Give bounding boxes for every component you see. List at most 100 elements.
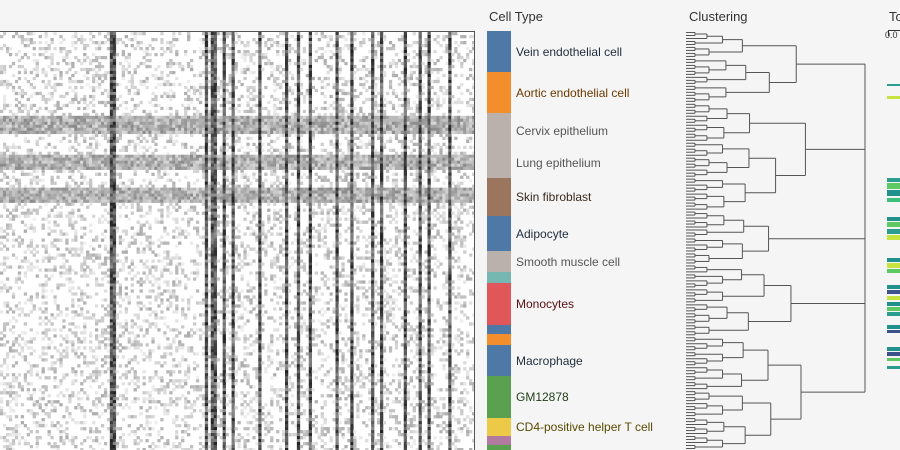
heatmap-cell (222, 112, 226, 117)
heatmap-cell (207, 157, 212, 161)
heatmap-cell (463, 157, 467, 161)
heatmap-cell (112, 127, 117, 132)
heatmap-cell (97, 166, 102, 170)
heatmap-cell (86, 76, 90, 81)
heatmap-cell (124, 160, 128, 164)
heatmap-cell (302, 124, 307, 129)
heatmap-cell (237, 127, 241, 132)
heatmap-cell (457, 130, 461, 135)
heatmap-cell (47, 79, 51, 84)
heatmap-cell (427, 193, 431, 197)
heatmap-cell (279, 151, 283, 155)
heatmap-cell (427, 175, 431, 179)
heatmap-cell (210, 139, 215, 144)
heatmap-cell (252, 160, 256, 164)
heatmap-cell (439, 127, 443, 132)
heatmap-cell (430, 127, 434, 132)
heatmap-cell (95, 79, 99, 84)
heatmap-cell (154, 73, 158, 78)
heatmap-cell (424, 52, 428, 57)
heatmap-cell (95, 58, 99, 63)
heatmap-cell (282, 160, 286, 164)
heatmap-cell (222, 67, 226, 72)
heatmap-cell (11, 199, 16, 203)
heatmap-cell (204, 49, 209, 54)
heatmap-cell (296, 124, 301, 129)
heatmap-cell (130, 37, 134, 42)
heatmap-cell (23, 196, 28, 200)
heatmap-cell (273, 115, 277, 120)
heatmap-cell (368, 142, 372, 147)
heatmap-cell (71, 196, 75, 200)
heatmap-cell (17, 127, 22, 132)
heatmap-cell (368, 112, 372, 117)
heatmap-cell (264, 85, 268, 90)
heatmap-cell (53, 127, 57, 132)
heatmap-cell (139, 193, 143, 197)
heatmap-cell (341, 88, 345, 93)
heatmap-cell (255, 49, 259, 54)
heatmap-cell (68, 76, 72, 81)
heatmap-cell (97, 127, 102, 132)
heatmap-cell (142, 154, 146, 158)
heatmap-cell (210, 85, 215, 90)
heatmap-cell (249, 160, 253, 164)
heatmap-cell (0, 169, 4, 173)
heatmap-cell (299, 157, 304, 161)
heatmap-cell (17, 124, 22, 129)
heatmap-cell (427, 190, 431, 194)
heatmap-cell (8, 184, 13, 188)
heatmap-cell (356, 154, 360, 158)
heatmap-cell (26, 199, 30, 203)
heatmap-cell (255, 190, 259, 194)
heatmap-cell (382, 166, 387, 170)
heatmap-cell (83, 106, 87, 111)
heatmap-cell (86, 112, 90, 117)
heatmap-cell (169, 97, 173, 102)
heatmap-cell (103, 181, 108, 185)
heatmap-cell (35, 163, 39, 167)
heatmap-cell (368, 157, 372, 161)
heatmap-cell (418, 34, 422, 39)
heatmap-cell (246, 49, 250, 54)
heatmap-cell (115, 157, 120, 161)
heatmap-cell (380, 148, 384, 153)
heatmap-cell (86, 181, 90, 185)
heatmap-cell (62, 130, 66, 135)
heatmap-cell (448, 55, 452, 60)
heatmap-cell (460, 181, 464, 185)
heatmap-cell (374, 49, 378, 54)
heatmap-cell (374, 166, 378, 170)
heatmap-cell (323, 118, 327, 123)
heatmap-cell (213, 148, 218, 153)
heatmap-cell (368, 118, 372, 123)
heatmap-cell (100, 100, 105, 105)
heatmap-cell (228, 79, 232, 84)
heatmap-cell (397, 160, 402, 164)
heatmap-cell (264, 61, 268, 66)
heatmap-cell (394, 166, 399, 170)
heatmap-cell (466, 88, 470, 93)
heatmap-cell (403, 73, 408, 78)
heatmap-cell (329, 37, 333, 42)
heatmap-cell (92, 73, 96, 78)
heatmap-cell (240, 154, 244, 158)
heatmap-cell (391, 91, 396, 96)
heatmap-cell (207, 64, 212, 69)
heatmap-cell (371, 88, 375, 93)
heatmap-cell (97, 157, 102, 161)
heatmap-cell (391, 106, 396, 111)
heatmap-cell (74, 139, 78, 144)
heatmap-cell (335, 148, 339, 153)
heatmap-cell (8, 118, 13, 123)
heatmap-cell (371, 91, 375, 96)
heatmap-cell (338, 130, 342, 135)
heatmap-cell (282, 166, 286, 170)
heatmap-cell (195, 193, 200, 197)
heatmap-cell (77, 58, 81, 63)
heatmap-cell (388, 196, 393, 200)
heatmap-cell (436, 166, 440, 170)
heatmap-cell (418, 142, 422, 147)
heatmap-cell (368, 124, 372, 129)
heatmap-cell (249, 163, 253, 167)
